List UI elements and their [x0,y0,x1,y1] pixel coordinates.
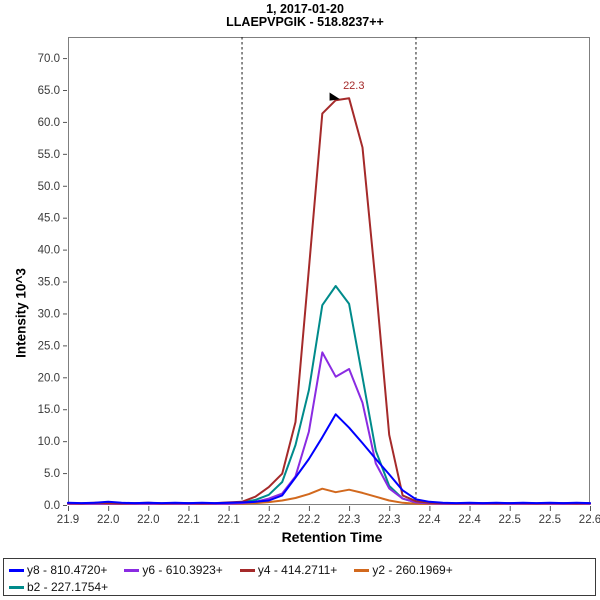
legend-swatch-y4 [239,568,255,572]
y-tick-label: 25.0 [38,340,60,352]
y-tick-label: 45.0 [38,213,60,225]
x-tick-label: 21.9 [57,514,79,526]
legend-swatch-b2 [9,585,24,589]
x-tick-label: 22.1 [217,514,239,526]
legend-item-y6: y6 - 610.3923+ [124,563,223,577]
x-tick-label: 22.0 [97,514,119,526]
x-tick-label: 22.5 [498,514,520,526]
y-tick-label: 70.0 [38,53,60,65]
legend-label-y6: y6 - 610.3923+ [142,563,223,577]
x-tick-label: 22.3 [338,514,360,526]
legend-row-1: y8 - 810.4720+ y6 - 610.3923+ y4 - 414.271… [5,562,594,578]
x-axis-title: Retention Time [281,529,383,545]
y-tick-label: 65.0 [38,85,60,97]
y-tick-label: 55.0 [38,149,60,161]
legend-swatch-y6 [124,568,140,572]
chart-title-replicate: 1, 2017-01-20 [266,2,344,16]
x-tick-label: 22.2 [298,514,320,526]
x-tick-label: 22.5 [539,514,561,526]
legend-swatch-y8 [9,568,24,572]
transition-legend: y8 - 810.4720+ y6 - 610.3923+ y4 - 414.271… [3,558,596,596]
x-tick-label: 22.3 [378,514,400,526]
x-tick-label: 22.4 [458,514,481,526]
y-tick-label: 10.0 [38,436,60,448]
x-tick-label: 22.6 [579,514,600,526]
y-tick-label: 5.0 [44,468,60,480]
y-tick-label: 60.0 [38,117,60,129]
peak-apex-marker [329,92,341,101]
x-tick-label: 22.0 [137,514,159,526]
y-tick-label: 50.0 [38,181,60,193]
x-tick-label: 22.2 [258,514,280,526]
y-tick-label: 0.0 [44,500,60,512]
legend-label-y2: y2 - 260.1969+ [372,563,453,577]
y-tick-label: 40.0 [38,245,60,257]
plot-frame [68,37,590,505]
chart-title-peptide: LLAEPVPGIK - 518.8237++ [226,15,384,29]
legend-item-y8: y8 - 810.4720+ [9,563,107,577]
trace-y2 [67,487,591,505]
legend-label-y8: y8 - 810.4720+ [27,563,108,577]
y-tick-label: 20.0 [38,372,60,384]
y-tick-label: 35.0 [38,277,60,289]
legend-item-y2: y2 - 260.1969+ [354,563,453,577]
legend-item-b2: b2 - 227.1754+ [9,580,108,594]
x-tick-label: 22.1 [177,514,199,526]
x-tick-label: 22.4 [418,514,441,526]
legend-item-y4: y4 - 414.2711+ [239,563,338,577]
trace-y6 [67,351,591,505]
y-axis-title: Intensity 10^3 [13,268,29,358]
trace-y8 [67,413,591,505]
peak-rt-annotation[interactable]: 22.3 [343,80,365,93]
legend-row-2: b2 - 227.1754+ [5,579,594,595]
legend-label-y4: y4 - 414.2711+ [257,563,338,577]
y-tick-label: 30.0 [38,308,60,320]
y-tick-label: 15.0 [38,404,60,416]
legend-swatch-y2 [354,568,370,572]
trace-b2 [67,285,591,505]
trace-y4 [67,97,591,505]
legend-label-b2: b2 - 227.1754+ [27,580,109,594]
